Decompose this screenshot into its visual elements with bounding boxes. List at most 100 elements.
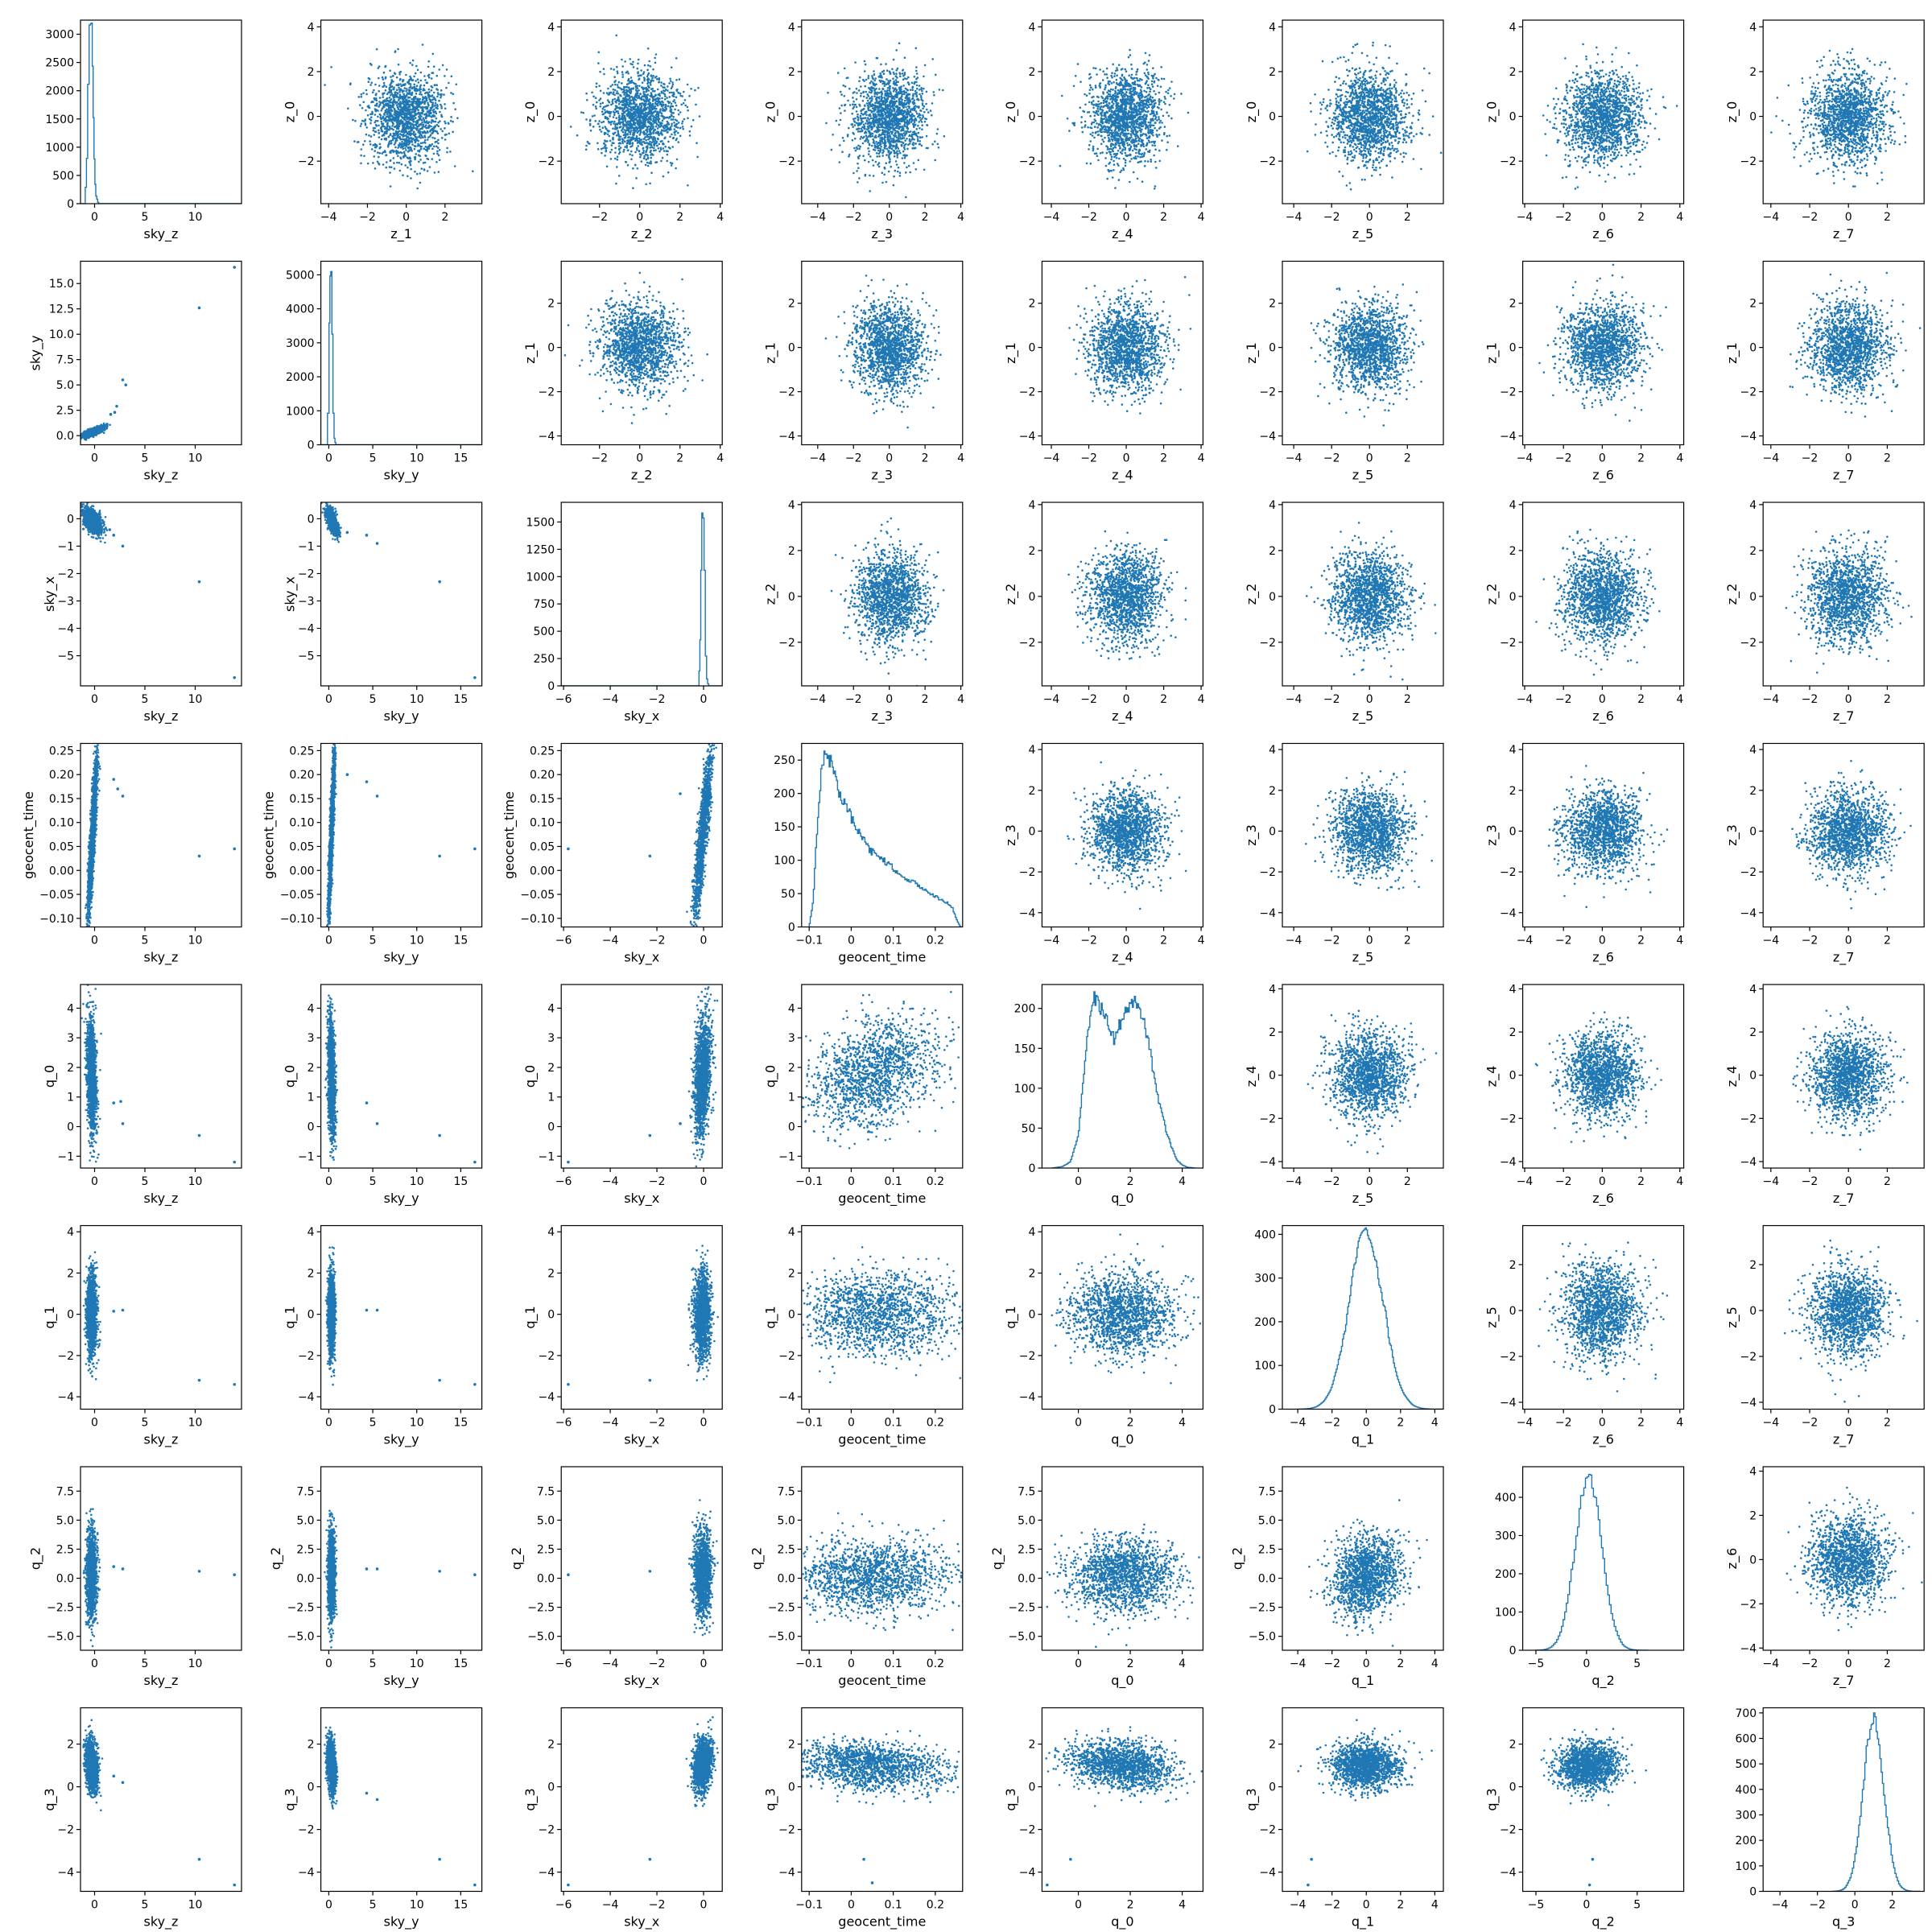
y-tick-label: 0 (547, 342, 555, 355)
x-tick-label: −2 (649, 1417, 666, 1430)
y-axis-label: z_3 (1724, 824, 1740, 846)
x-tick-label: 0 (402, 211, 410, 224)
scatter-outlier-point (473, 848, 477, 851)
scatter-outlier-point (122, 378, 125, 382)
scatter-points (1067, 762, 1187, 910)
x-tick-label: 15 (453, 1899, 468, 1912)
y-tick-label: −2.5 (1249, 1602, 1276, 1615)
scatter-outlier-point (346, 773, 349, 776)
y-tick-label: −1 (57, 1150, 74, 1163)
x-tick-label: −2 (1323, 1417, 1340, 1430)
x-tick-label: −0.1 (795, 1417, 823, 1430)
y-tick-label: 0 (1028, 111, 1035, 124)
x-tick-label: −4 (602, 1175, 619, 1188)
x-tick-label: 4 (1198, 452, 1205, 465)
y-axis-label: z_4 (1244, 1066, 1260, 1088)
x-tick-label: 0 (886, 211, 893, 224)
y-tick-label: 4 (67, 1002, 74, 1015)
y-tick-label: −2 (1740, 1351, 1757, 1364)
y-tick-label: 100 (774, 855, 795, 868)
y-tick-label: −4 (1019, 907, 1036, 920)
y-tick-label: 0 (788, 922, 795, 935)
scatter-outlier-point (116, 787, 119, 791)
y-axis-label: z_1 (1244, 342, 1260, 364)
y-tick-label: 0 (1749, 591, 1757, 604)
plot-marks (1305, 770, 1433, 891)
x-tick-label: 2 (1160, 693, 1167, 706)
x-tick-label: −2 (1323, 1657, 1340, 1670)
x-tick-label: −2 (1555, 935, 1572, 947)
x-tick-label: −2 (591, 211, 608, 224)
plot-marks (1548, 765, 1668, 908)
y-axis-label: sky_x (42, 576, 58, 612)
y-axis-label: z_2 (1003, 584, 1019, 605)
x-tick-label: 5 (142, 1899, 149, 1912)
y-tick-label: 2 (547, 298, 555, 311)
y-tick-label: 7.5 (778, 1485, 795, 1498)
x-tick-label: −6 (555, 1657, 572, 1670)
y-tick-label: 4 (1749, 983, 1757, 996)
scatter-outlier-point (346, 531, 349, 535)
x-tick-label: 0.1 (885, 1175, 902, 1188)
scatter-outlier-point (649, 855, 652, 858)
y-tick-label: 0 (1509, 111, 1517, 124)
axes-frame (80, 20, 242, 204)
scatter-outlier-point (376, 1309, 379, 1312)
x-tick-label: 0 (1599, 452, 1606, 465)
scatter-points (81, 968, 237, 1164)
x-tick-label: −2 (845, 693, 862, 706)
scatter-cloud (1067, 762, 1187, 910)
axes-frame (1763, 1708, 1924, 1892)
scatter-cloud (1028, 1726, 1212, 1807)
scatter-points (1298, 1719, 1433, 1886)
scatter-cloud (825, 42, 945, 198)
y-tick-label: 5.0 (1258, 1514, 1276, 1527)
x-axis-label: z_6 (1592, 950, 1614, 966)
scatter-points (74, 500, 236, 679)
x-tick-label: 0 (1845, 1175, 1852, 1188)
scatter-cloud (570, 35, 700, 189)
y-tick-label: −2 (1259, 386, 1276, 399)
y-tick-label: −2 (1259, 1113, 1276, 1125)
y-tick-label: 4 (308, 1002, 315, 1015)
y-tick-label: 250 (533, 653, 555, 666)
plot-marks (324, 43, 473, 208)
y-tick-label: 0 (1509, 1645, 1517, 1657)
plot-marks (1046, 1524, 1207, 1648)
y-tick-label: −5.0 (527, 1631, 555, 1644)
x-tick-label: 5 (142, 693, 149, 706)
y-tick-label: 2 (1749, 545, 1757, 558)
x-tick-label: −4 (1043, 211, 1060, 224)
y-tick-label: 0.00 (530, 865, 555, 877)
x-tick-label: −2 (845, 211, 862, 224)
x-tick-label: 2 (1637, 693, 1645, 706)
plot-marks (1067, 762, 1187, 910)
x-axis-label: z_6 (1592, 226, 1614, 242)
x-tick-label: 10 (410, 935, 424, 947)
plot-marks (1785, 530, 1913, 674)
y-tick-label: 1500 (45, 114, 74, 126)
y-tick-label: −5 (57, 650, 74, 663)
y-tick-label: 400 (1254, 1228, 1276, 1241)
scatter-points (567, 1245, 719, 1385)
y-axis-label: q_3 (1484, 1788, 1500, 1810)
scatter-points (1311, 283, 1425, 427)
x-tick-label: 2 (922, 211, 929, 224)
scatter-outlier-point (567, 1383, 570, 1386)
plot-marks (324, 1727, 477, 1887)
scatter-outlier-point (122, 1567, 125, 1571)
